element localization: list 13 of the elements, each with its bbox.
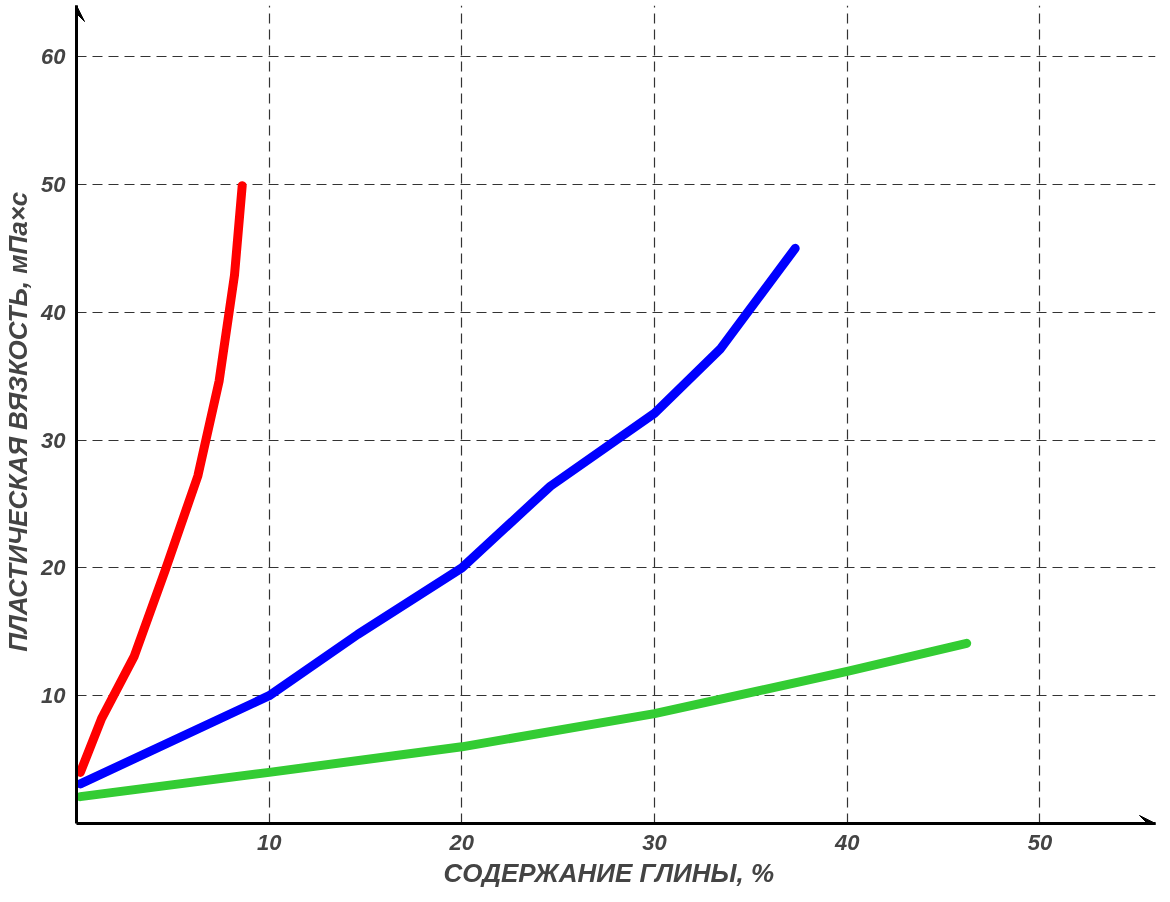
x-tick-label: 40 (833, 829, 861, 855)
x-tick-label: 20 (448, 829, 475, 855)
y-tick-label: 50 (41, 171, 67, 197)
y-tick-label: 10 (41, 683, 67, 709)
x-tick-label: 50 (1027, 829, 1053, 855)
y-axis-title: ПЛАСТИЧЕСКАЯ ВЯЗКОСТЬ, мПа×с (3, 191, 34, 652)
y-tick-label: 60 (41, 44, 67, 70)
x-axis-title: СОДЕРЖАНИЕ ГЛИНЫ, % (443, 857, 775, 888)
y-tick-label: 20 (40, 555, 67, 581)
y-tick-label: 40 (40, 299, 67, 325)
y-tick-label: 30 (41, 427, 67, 453)
x-tick-label: 30 (642, 829, 668, 855)
x-tick-label: 10 (256, 829, 283, 855)
